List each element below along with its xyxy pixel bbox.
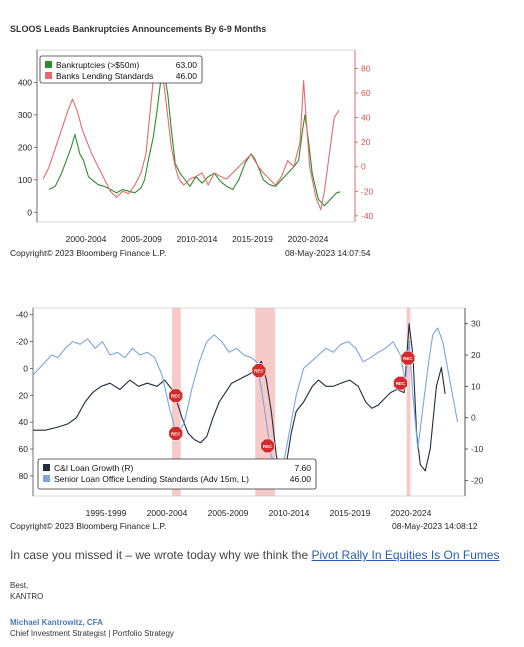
- left-axis-tick-label: -20: [16, 337, 29, 347]
- left-axis-tick-label: 100: [18, 175, 32, 185]
- legend-value: 46.00: [290, 474, 312, 484]
- rec-marker: [251, 363, 267, 378]
- legend-value: 46.00: [176, 71, 198, 81]
- rec-marker: [168, 388, 183, 404]
- x-axis-tick-label: 2010-2014: [269, 508, 310, 518]
- article-link[interactable]: Pivot Rally In Equities Is On Fumes: [311, 548, 500, 562]
- rec-marker-label: REC: [254, 369, 264, 374]
- company-name: KANTRO: [10, 592, 44, 601]
- legend-swatch: [43, 475, 50, 482]
- right-axis-tick-label: -10: [471, 444, 484, 454]
- chart2: -40 -20 0 20 40 60 80 -20 -10 0 10 20 30 1995-1999 200…: [16, 307, 484, 518]
- right-axis-tick-label: 20: [361, 137, 371, 147]
- rec-marker: [260, 438, 275, 454]
- left-axis-tick-label: 400: [18, 77, 32, 87]
- closing: Best,: [10, 581, 29, 590]
- legend-swatch: [43, 464, 50, 471]
- right-axis-tick-label: -20: [361, 186, 374, 196]
- sender-title: Chief Investment Strategist | Portfolio …: [10, 629, 174, 638]
- legend-label: C&I Loan Growth (R): [54, 463, 134, 473]
- legend-label: Bankruptcies (>$50m): [56, 60, 140, 70]
- x-axis-tick-label: 2005-2009: [208, 508, 249, 518]
- left-axis-tick-label: 20: [19, 390, 29, 400]
- chart1: 0 100 200 300 400 -40 -20 0 20 40 60 80 2000-2004 200…: [18, 49, 374, 244]
- legend-box: [37, 458, 317, 490]
- left-axis-tick-label: 0: [23, 363, 28, 373]
- recession-band: [406, 308, 411, 496]
- x-axis-tick-label: 1995-1999: [86, 508, 127, 518]
- legend-label: Banks Lending Standards: [56, 71, 153, 81]
- left-axis-tick-label: -40: [16, 310, 29, 320]
- x-axis-tick-label: 2020-2024: [288, 234, 329, 244]
- x-axis-tick-label: 2020-2024: [391, 508, 432, 518]
- x-axis-tick-label: 2005-2009: [121, 234, 162, 244]
- right-axis-tick-label: 20: [471, 350, 481, 360]
- chart2-copyright: Copyright© 2023 Bloomberg Finance L.P.: [10, 521, 167, 531]
- series-line-1: [42, 61, 340, 211]
- rec-marker-label: REC: [403, 356, 413, 361]
- x-axis-tick-label: 2000-2004: [147, 508, 188, 518]
- email-intro: In case you missed it – we wrote today w…: [10, 548, 500, 562]
- left-axis-tick-label: 80: [19, 471, 29, 481]
- rec-marker: [400, 350, 416, 366]
- left-axis-tick-label: 200: [18, 142, 32, 152]
- rec-marker-label: REC: [396, 381, 406, 386]
- right-axis-tick-label: 80: [361, 63, 371, 73]
- left-axis-tick-label: 60: [19, 444, 29, 454]
- chart1-date: 08-May-2023 14:07:54: [285, 248, 371, 258]
- legend-swatch: [45, 61, 52, 68]
- series-line-1: [32, 327, 459, 477]
- right-axis-tick-label: 0: [361, 162, 366, 172]
- intro-text: In case you missed it – we wrote today w…: [10, 548, 312, 562]
- right-axis-tick-label: -20: [471, 475, 484, 485]
- x-axis-tick-label: 2000-2004: [66, 234, 107, 244]
- rec-marker-label: REC: [263, 444, 273, 449]
- chart2-date: 08-May-2023 14:08:12: [392, 521, 478, 531]
- sender-name: Michael Kantrowitz, CFA: [10, 618, 103, 627]
- chart1-title: SLOOS Leads Bankruptcies Announcements B…: [10, 24, 267, 34]
- right-axis-tick-label: 0: [471, 413, 476, 423]
- x-axis-tick-label: 2015-2019: [232, 234, 273, 244]
- right-axis-tick-label: -40: [361, 211, 374, 221]
- legend-swatch: [45, 72, 52, 79]
- legend-box: [39, 55, 203, 84]
- legend-label: Senior Loan Office Lending Standards (Ad…: [54, 474, 249, 484]
- left-axis-tick-label: 300: [18, 110, 32, 120]
- series-line-0: [48, 72, 341, 207]
- rec-marker-label: REC: [171, 431, 181, 436]
- legend-value: 7.60: [294, 463, 311, 473]
- rec-marker-label: REC: [171, 394, 181, 399]
- left-axis-tick-label: 0: [27, 207, 32, 217]
- left-axis-tick-label: 40: [19, 417, 29, 427]
- right-axis-tick-label: 60: [361, 88, 371, 98]
- rec-marker: [168, 426, 183, 441]
- right-axis-tick-label: 30: [471, 319, 481, 329]
- x-axis-tick-label: 2010-2014: [177, 234, 218, 244]
- right-axis-tick-label: 40: [361, 113, 371, 123]
- chart1-copyright: Copyright© 2023 Bloomberg Finance L.P.: [10, 248, 167, 258]
- legend-value: 63.00: [176, 60, 198, 70]
- x-axis-tick-label: 2015-2019: [330, 508, 371, 518]
- right-axis-tick-label: 10: [471, 381, 481, 391]
- rec-marker: [393, 375, 408, 391]
